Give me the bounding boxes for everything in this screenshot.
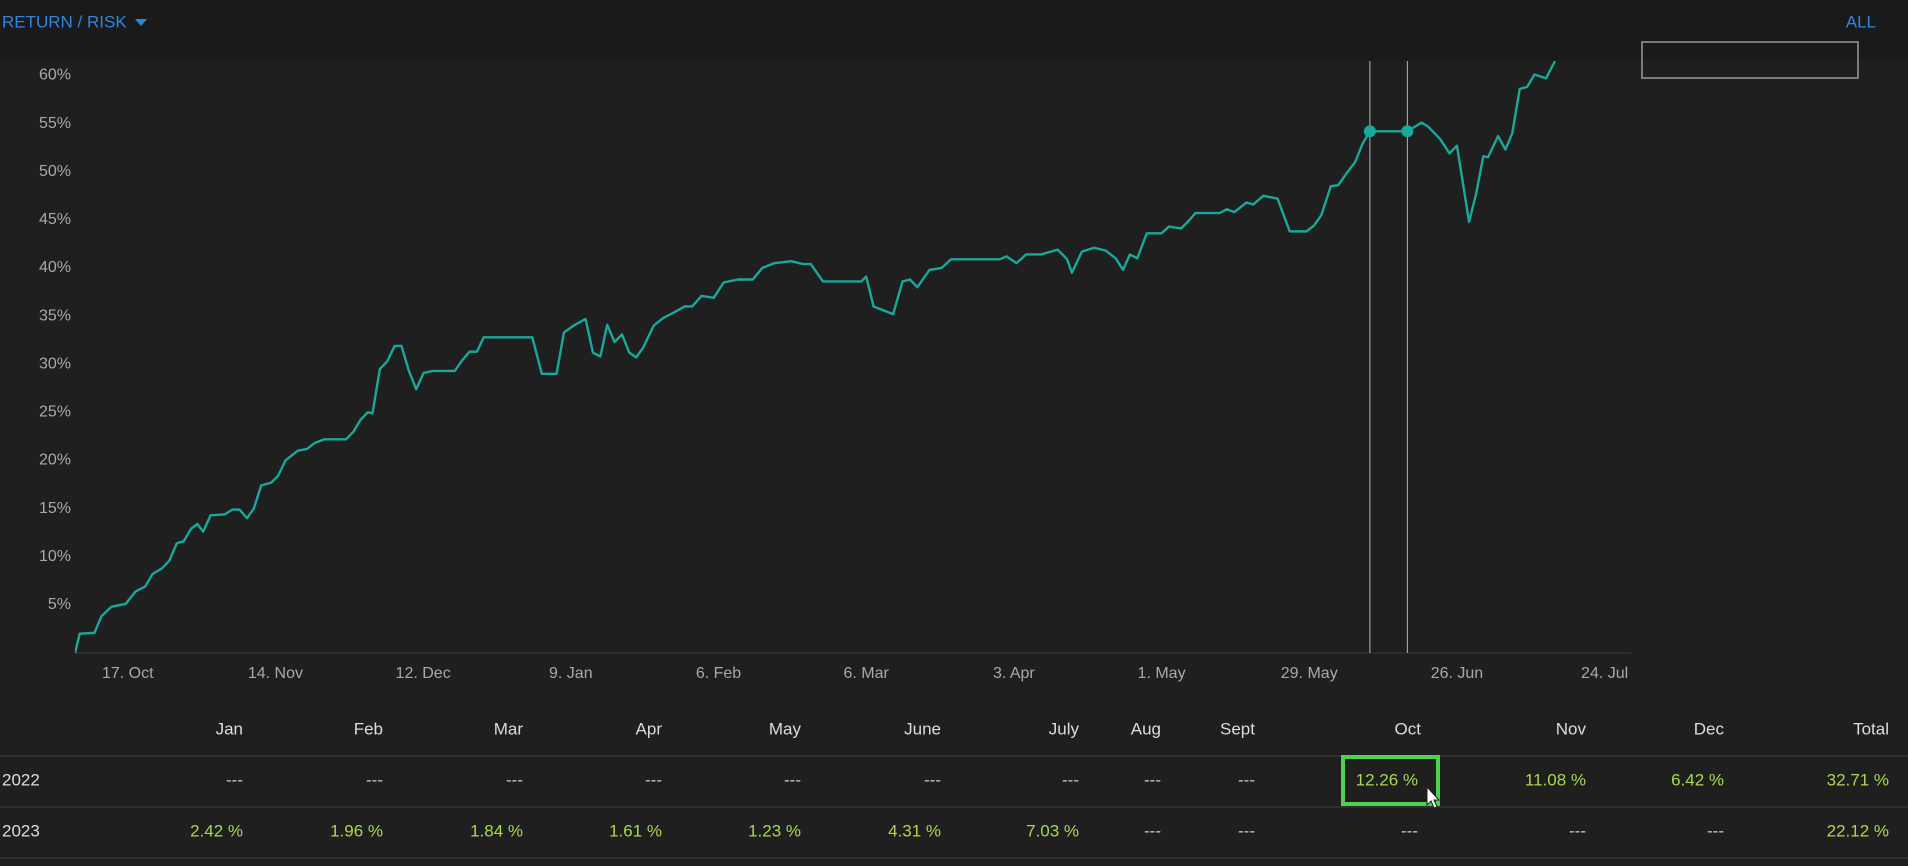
x-tick-label: 29. May (1281, 665, 1338, 682)
table-cell: 22.12 % (1827, 821, 1889, 840)
column-header: Total (1853, 719, 1889, 738)
crosshair-point (1401, 125, 1414, 138)
y-tick-label: 15% (39, 500, 71, 517)
x-tick-label: 14. Nov (248, 665, 303, 682)
table-cell: 32.71 % (1827, 770, 1889, 789)
table-cell: 2.42 % (190, 821, 243, 840)
table-cell: --- (645, 770, 662, 789)
x-tick-label: 6. Feb (696, 665, 741, 682)
column-header: Feb (354, 719, 383, 738)
x-tick-label: 9. Jan (549, 665, 593, 682)
table-cell: 1.61 % (609, 821, 662, 840)
y-tick-label: 40% (39, 259, 71, 276)
x-tick-label: 1. May (1138, 665, 1186, 682)
column-header: July (1049, 719, 1080, 738)
y-tick-label: 45% (39, 211, 71, 228)
column-header: Apr (636, 719, 663, 738)
column-header: Sept (1220, 719, 1255, 738)
table-cell: 7.03 % (1026, 821, 1079, 840)
row-label: 2022 (2, 770, 40, 789)
table-cell: --- (924, 770, 941, 789)
y-tick-label: 5% (48, 596, 71, 613)
mouse-cursor (1426, 785, 1441, 809)
crosshair-point (1363, 125, 1376, 138)
x-tick-label: 17. Oct (102, 665, 154, 682)
table-cell: 12.26 % (1356, 770, 1418, 789)
table-cell: 1.23 % (748, 821, 801, 840)
row-label: 2023 (2, 821, 40, 840)
column-header: Jan (216, 719, 243, 738)
table-cell: 1.84 % (470, 821, 523, 840)
view-selector[interactable]: RETURN / RISK (2, 12, 127, 31)
y-tick-label: 60% (39, 67, 71, 84)
x-tick-label: 24. Jul (1581, 665, 1628, 682)
tooltip-box (1641, 41, 1859, 79)
table-cell: --- (1062, 770, 1079, 789)
column-header: Nov (1556, 719, 1587, 738)
x-tick-label: 12. Dec (396, 665, 451, 682)
column-header: June (904, 719, 941, 738)
y-tick-label: 20% (39, 452, 71, 469)
table-cell: 6.42 % (1671, 770, 1724, 789)
y-tick-label: 35% (39, 307, 71, 324)
y-tick-label: 55% (39, 115, 71, 132)
range-button[interactable]: ALL (1846, 12, 1876, 31)
table-cell: --- (1238, 770, 1255, 789)
x-tick-label: 3. Apr (993, 665, 1035, 682)
selected-cell (1341, 755, 1440, 806)
dropdown-caret[interactable] (135, 19, 147, 26)
x-tick-label: 26. Jun (1431, 665, 1483, 682)
table-cell: --- (1707, 821, 1724, 840)
table-cell: --- (1401, 821, 1418, 840)
y-tick-label: 25% (39, 404, 71, 421)
y-tick-label: 10% (39, 548, 71, 565)
return-line (75, 61, 1557, 654)
column-header: Mar (494, 719, 524, 738)
column-header: Dec (1694, 719, 1725, 738)
table-cell: --- (366, 770, 383, 789)
table-cell: --- (784, 770, 801, 789)
table-cell: --- (1144, 770, 1161, 789)
y-tick-label: 30% (39, 355, 71, 372)
table-cell: --- (1569, 821, 1586, 840)
column-header: May (769, 719, 802, 738)
table-cell: 11.08 % (1525, 770, 1586, 789)
y-tick-label: 50% (39, 163, 71, 180)
table-cell: --- (226, 770, 243, 789)
header-bar (0, 0, 1908, 60)
column-header: Oct (1395, 719, 1422, 738)
table-cell: 4.31 % (888, 821, 941, 840)
table-cell: 1.96 % (330, 821, 383, 840)
table-cell: --- (506, 770, 523, 789)
table-cell: --- (1238, 821, 1255, 840)
x-tick-label: 6. Mar (844, 665, 890, 682)
column-header: Aug (1131, 719, 1161, 738)
table-cell: --- (1144, 821, 1161, 840)
